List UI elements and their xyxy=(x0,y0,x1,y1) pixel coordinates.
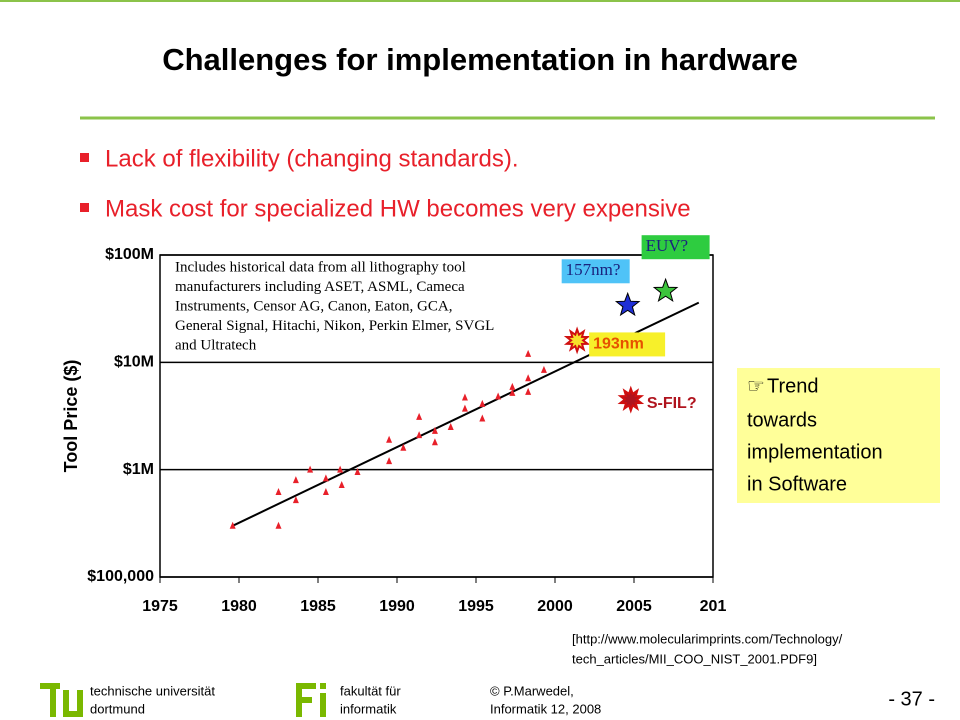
callout-box xyxy=(737,368,940,503)
callout-line: implementation xyxy=(747,441,883,463)
chart-note: manufacturers including ASET, ASML, Came… xyxy=(175,279,465,295)
data-point xyxy=(509,382,516,390)
annotation-label: 193nm xyxy=(593,336,644,353)
author: Informatik 12, 2008 xyxy=(490,701,601,716)
data-point xyxy=(354,468,361,476)
x-tick-label: 2005 xyxy=(616,598,652,615)
data-point xyxy=(338,480,345,488)
data-point xyxy=(275,487,282,495)
y-axis-label: Tool Price ($) xyxy=(61,360,81,473)
annotation-burst xyxy=(563,326,591,355)
chart: $100,000 $1M $10M $100M 1975 1980 1985 1990 1995… xyxy=(61,235,727,615)
data-point xyxy=(479,414,486,422)
annotation-label: S-FIL? xyxy=(647,395,697,412)
data-point xyxy=(431,438,438,446)
callout-line: in Software xyxy=(747,473,847,495)
fi-logo xyxy=(296,683,326,717)
page-number: - 37 - xyxy=(888,688,935,710)
y-tick-label: $100,000 xyxy=(87,568,154,585)
data-point xyxy=(416,431,423,439)
data-point xyxy=(416,412,423,420)
chart-note: Instruments, Censor AG, Canon, Eaton, GC… xyxy=(175,298,452,314)
annotation-box xyxy=(561,259,630,284)
y-tick-label: $10M xyxy=(114,354,154,371)
x-tick-label: 1975 xyxy=(142,598,178,615)
data-point xyxy=(461,404,468,412)
x-tick-label: 1980 xyxy=(221,598,257,615)
x-tick-label: 1985 xyxy=(300,598,336,615)
data-point xyxy=(525,349,532,357)
data-point xyxy=(292,476,299,484)
faculty: informatik xyxy=(340,701,397,716)
data-point xyxy=(479,399,486,407)
university: technische universität xyxy=(90,683,215,698)
data-point xyxy=(322,487,329,495)
annotation-burst xyxy=(617,385,645,414)
annotation-label: 157nm? xyxy=(566,260,621,279)
annotation-label: EUV? xyxy=(646,236,688,255)
citation: [http://www.molecularimprints.com/Techno… xyxy=(572,631,843,646)
bullet: Mask cost for specialized HW becomes ver… xyxy=(105,195,691,222)
data-point xyxy=(386,435,393,443)
data-point xyxy=(229,521,236,529)
chart-note: General Signal, Hitachi, Nikon, Perkin E… xyxy=(175,318,494,334)
author: © P.Marwedel, xyxy=(490,683,574,698)
x-tick-label: 201 xyxy=(700,598,727,615)
bullet-icon xyxy=(80,153,89,162)
data-point xyxy=(386,457,393,465)
callout-icon: ☞ xyxy=(747,375,765,397)
data-point xyxy=(540,365,547,373)
bullet: Lack of flexibility (changing standards)… xyxy=(105,145,519,172)
callout-line: towards xyxy=(747,409,817,431)
y-tick-label: $1M xyxy=(123,461,154,478)
x-tick-label: 1995 xyxy=(458,598,494,615)
data-point xyxy=(275,521,282,529)
annotation-star xyxy=(614,291,641,317)
y-tick-label: $100M xyxy=(105,246,154,263)
bullet-icon xyxy=(80,203,89,212)
data-point xyxy=(495,392,502,400)
data-point xyxy=(509,388,516,396)
data-point xyxy=(461,393,468,401)
x-tick-label: 1990 xyxy=(379,598,415,615)
annotation-box xyxy=(641,235,710,260)
chart-note: and Ultratech xyxy=(175,337,257,353)
chart-note: Includes historical data from all lithog… xyxy=(175,259,466,275)
university: dortmund xyxy=(90,701,145,716)
data-point xyxy=(307,465,314,473)
citation: tech_articles/MII_COO_NIST_2001.PDF9] xyxy=(572,651,817,666)
tu-logo xyxy=(40,683,83,717)
x-tick-label: 2000 xyxy=(537,598,573,615)
data-point xyxy=(322,474,329,482)
data-point xyxy=(447,422,454,430)
data-point xyxy=(525,387,532,395)
data-point xyxy=(431,426,438,434)
annotation-star xyxy=(652,277,679,303)
data-point xyxy=(292,496,299,504)
data-point xyxy=(525,374,532,382)
data-point xyxy=(337,465,344,473)
callout-line: Trend xyxy=(767,375,819,397)
data-point xyxy=(400,443,407,451)
slide-title: Challenges for implementation in hardwar… xyxy=(162,42,798,77)
faculty: fakultät für xyxy=(340,683,401,698)
annotation-box xyxy=(589,332,666,357)
